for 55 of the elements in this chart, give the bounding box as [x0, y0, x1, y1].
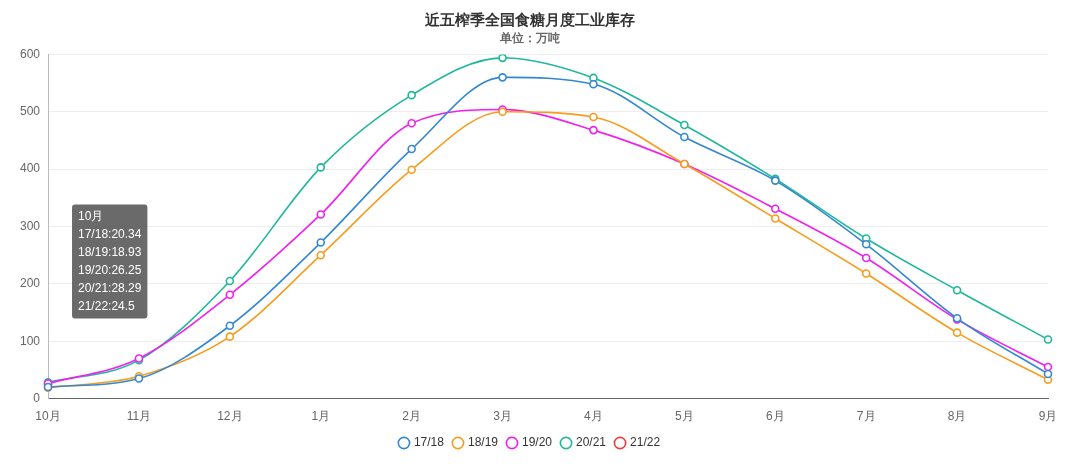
point	[1043, 335, 1053, 344]
point	[861, 239, 871, 249]
y-tick-label: 600	[19, 46, 41, 61]
legend-label: 17/18	[413, 435, 445, 450]
x-tick-label: 9月	[1038, 409, 1058, 424]
point	[407, 144, 416, 154]
point	[407, 90, 416, 100]
point	[407, 165, 416, 175]
point	[316, 210, 326, 219]
point	[225, 332, 235, 341]
y-tick-label: 300	[19, 218, 41, 233]
y-tick-label: 200	[19, 276, 41, 291]
y-tick-label: 100	[19, 333, 41, 348]
point	[952, 328, 962, 337]
point	[407, 118, 416, 128]
x-tick-label: 5月	[675, 409, 694, 424]
point	[225, 276, 235, 286]
x-tick-label: 10月	[35, 409, 61, 424]
y-tick-label: 0	[33, 390, 41, 405]
point	[589, 79, 598, 89]
x-tick-label: 12月	[217, 409, 243, 424]
x-tick-label: 8月	[947, 409, 967, 424]
point	[225, 321, 235, 331]
point	[680, 120, 689, 130]
point	[225, 290, 235, 300]
point	[589, 112, 598, 122]
x-tick-label: 4月	[584, 409, 603, 424]
point	[316, 238, 326, 247]
point	[589, 125, 598, 135]
point	[770, 204, 780, 214]
point	[1043, 369, 1053, 379]
legend-label: 18/19	[467, 435, 499, 450]
x-tick-label: 2月	[402, 409, 421, 424]
point	[498, 54, 507, 63]
legend-label: 19/20	[521, 435, 553, 450]
legend-label: 21/22	[630, 435, 661, 450]
y-tick-label: 400	[19, 161, 41, 176]
legend-label: 20/21	[576, 435, 607, 450]
x-tick-label: 3月	[493, 409, 512, 424]
point	[952, 285, 962, 295]
point	[680, 132, 689, 142]
x-tick-label: 7月	[856, 409, 876, 424]
chart-subtitle: 单位：万吨	[499, 31, 560, 46]
chart-title: 近五榨季全国食糖月度工业库存	[424, 10, 635, 29]
point	[770, 214, 780, 223]
point	[316, 250, 326, 260]
x-tick-label: 6月	[765, 409, 785, 424]
x-tick-label: 11月	[126, 409, 152, 424]
point	[498, 73, 507, 82]
annotation: 10月 17/18:20.34 18/19:18.93 19/20:26.25 20/21:28.29 21/22:24.5	[78, 208, 142, 313]
x-tick-label: 1月	[311, 409, 331, 424]
point	[861, 269, 871, 278]
y-tick-label: 500	[19, 104, 41, 119]
point	[316, 163, 326, 172]
point	[861, 253, 871, 263]
